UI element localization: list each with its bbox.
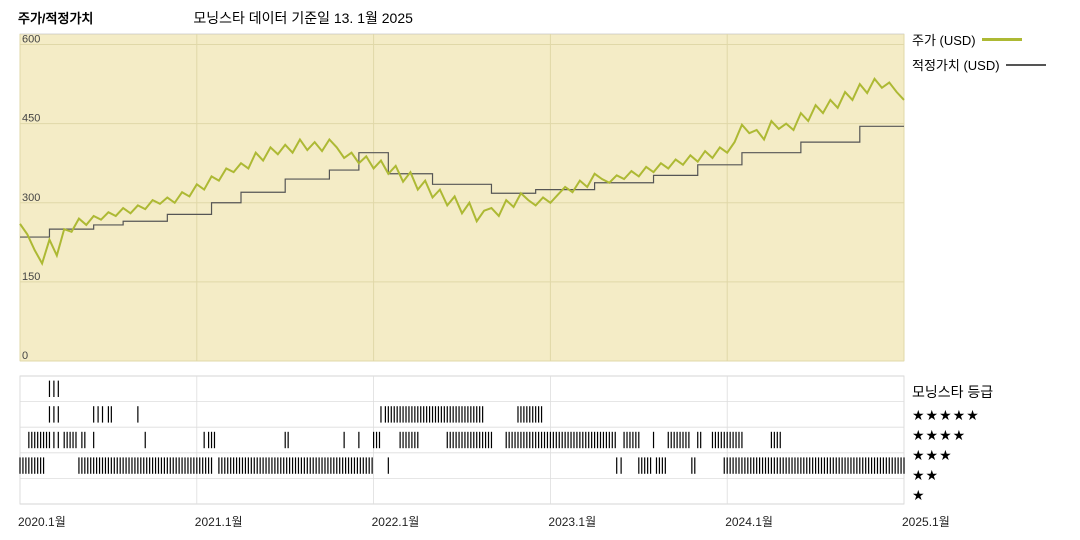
x-axis-label: 2023.1월 (548, 513, 596, 530)
rating-timeline (16, 370, 906, 510)
x-axis-label: 2021.1월 (195, 513, 243, 530)
rating-title: 모닝스타 등급 (912, 382, 993, 402)
svg-text:0: 0 (22, 350, 28, 362)
x-axis-label: 2024.1월 (725, 513, 773, 530)
rating-star-row: ★★★★★ (912, 405, 980, 425)
chart-legend: 주가 (USD) 적정가치 (USD) (912, 30, 1072, 80)
legend-label: 적정가치 (USD) (912, 55, 1000, 74)
price-fairvalue-chart: 0 150 300 450 600 (16, 30, 906, 365)
rating-star-legend: ★★★★★★★★★★★★★★★ (912, 405, 980, 505)
legend-item-fair: 적정가치 (USD) (912, 55, 1072, 74)
legend-swatch-price (982, 38, 1022, 41)
legend-label: 주가 (USD) (912, 30, 976, 49)
rating-star-row: ★★ (912, 465, 980, 485)
svg-text:150: 150 (22, 271, 40, 283)
rating-star-row: ★★★ (912, 445, 980, 465)
x-axis-labels: 2020.1월 2021.1월 2022.1월 2023.1월 2024.1월 2025.… (16, 513, 1016, 533)
page-title: 주가/적정가치 (18, 8, 93, 27)
rating-star-row: ★ (912, 485, 980, 505)
svg-text:600: 600 (22, 34, 40, 46)
legend-swatch-fair (1006, 64, 1046, 66)
svg-text:450: 450 (22, 113, 40, 125)
page-subtitle: 모닝스타 데이터 기준일 13. 1월 2025 (193, 8, 413, 28)
svg-text:300: 300 (22, 192, 40, 204)
rating-star-row: ★★★★ (912, 425, 980, 445)
x-axis-label: 2020.1월 (18, 513, 66, 530)
x-axis-label: 2022.1월 (372, 513, 420, 530)
legend-item-price: 주가 (USD) (912, 30, 1072, 49)
x-axis-label: 2025.1월 (902, 513, 950, 530)
